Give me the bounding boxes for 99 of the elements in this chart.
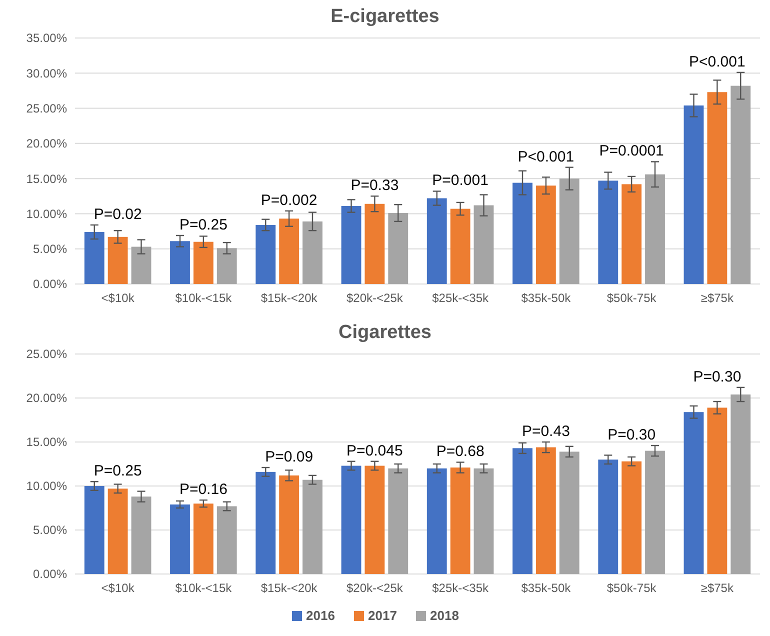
x-tick-label: <$10k — [101, 581, 136, 595]
x-tick-label: ≥$75k — [700, 581, 734, 595]
x-tick-label: $15k-<20k — [260, 291, 318, 305]
bar — [108, 488, 128, 574]
bar — [684, 412, 704, 574]
y-tick-label: 0.00% — [32, 277, 68, 292]
bar — [256, 472, 276, 574]
x-tick-label: $20k-<25k — [346, 291, 404, 305]
bar — [170, 504, 190, 574]
y-tick-label: 0.00% — [32, 567, 68, 582]
bar — [559, 178, 580, 284]
bar — [193, 242, 214, 284]
annotation: P=0.0001 — [599, 142, 664, 160]
annotation: P=0.30 — [608, 426, 656, 444]
bar — [84, 486, 104, 574]
bar — [108, 236, 128, 284]
annotation: P=0.25 — [94, 462, 142, 480]
bar — [730, 86, 751, 284]
bar — [622, 184, 642, 284]
x-tick-label: <$10k — [101, 291, 136, 305]
bar — [474, 205, 494, 284]
annotation: P=0.02 — [94, 206, 142, 223]
annotation: P=0.33 — [350, 177, 399, 194]
annotation: P=0.43 — [522, 423, 570, 440]
x-tick-label: $25k-<35k — [432, 581, 490, 595]
bar — [707, 408, 728, 574]
bar — [684, 105, 704, 284]
bar — [598, 180, 618, 284]
bar — [131, 496, 152, 574]
x-tick-label: ≥$75k — [700, 291, 734, 305]
bar — [216, 506, 237, 574]
bar — [730, 394, 751, 574]
bar — [341, 206, 362, 284]
x-tick-label: $20k-<25k — [346, 581, 404, 595]
y-tick-label: 20.00% — [26, 391, 68, 406]
bar — [450, 468, 470, 574]
annotation: P<0.001 — [689, 53, 746, 70]
x-tick-label: $10k-<15k — [175, 291, 233, 305]
bar — [216, 248, 237, 284]
bar — [364, 204, 385, 284]
x-tick-label: $50k-75k — [606, 291, 658, 305]
bar — [598, 460, 618, 574]
x-tick-label: $50k-75k — [606, 581, 658, 595]
annotation: P=0.09 — [265, 448, 314, 466]
annotation: P=0.16 — [179, 481, 228, 498]
legend-label: 2017 — [368, 608, 397, 623]
bar — [388, 213, 408, 284]
bar — [512, 182, 532, 284]
legend-label: 2018 — [430, 608, 459, 623]
annotation: P<0.001 — [518, 148, 574, 166]
y-tick-label: 20.00% — [26, 136, 68, 151]
y-tick-label: 30.00% — [26, 66, 68, 80]
x-tick-label: $10k-<15k — [175, 581, 233, 595]
bar — [645, 450, 665, 574]
x-tick-label: $35k-50k — [521, 581, 572, 595]
bar — [536, 447, 556, 574]
y-tick-label: 15.00% — [26, 435, 68, 450]
y-tick-label: 25.00% — [26, 101, 68, 116]
bar — [512, 448, 532, 574]
chart-title: Cigarettes — [338, 322, 432, 343]
bar — [279, 475, 300, 574]
y-tick-label: 10.00% — [26, 479, 68, 494]
bar — [388, 468, 408, 574]
bar — [707, 92, 728, 284]
y-tick-label: 15.00% — [26, 172, 68, 186]
bar — [645, 174, 665, 284]
annotation: P=0.045 — [346, 442, 403, 460]
bar — [536, 186, 556, 284]
bar — [279, 218, 300, 284]
bar — [364, 466, 385, 574]
y-tick-label: 25.00% — [26, 347, 68, 362]
chart-title: E-cigarettes — [330, 6, 440, 27]
y-tick-label: 35.00% — [26, 31, 68, 46]
bar — [302, 221, 322, 284]
annotation: P=0.25 — [179, 216, 228, 234]
bar — [474, 468, 494, 574]
annotation: P=0.68 — [436, 443, 484, 460]
x-tick-label: $15k-<20k — [260, 581, 318, 595]
annotation: P=0.002 — [260, 192, 318, 209]
annotation: P=0.30 — [693, 368, 742, 386]
legend-label: 2016 — [306, 608, 335, 623]
bar — [256, 224, 276, 284]
y-tick-label: 5.00% — [32, 523, 68, 538]
x-tick-label: $25k-<35k — [432, 291, 490, 305]
bar — [341, 466, 362, 574]
y-tick-label: 10.00% — [26, 206, 68, 221]
bar — [193, 504, 214, 574]
bar — [302, 480, 322, 574]
bar — [170, 241, 190, 284]
y-tick-label: 5.00% — [32, 242, 68, 256]
bar — [426, 198, 447, 284]
bar — [450, 208, 470, 284]
bar — [84, 232, 104, 284]
bar — [622, 461, 642, 574]
x-tick-label: $35k-50k — [521, 291, 572, 305]
bar — [131, 246, 152, 284]
bar — [559, 452, 580, 574]
bar — [426, 468, 447, 574]
annotation: P=0.001 — [432, 172, 488, 190]
